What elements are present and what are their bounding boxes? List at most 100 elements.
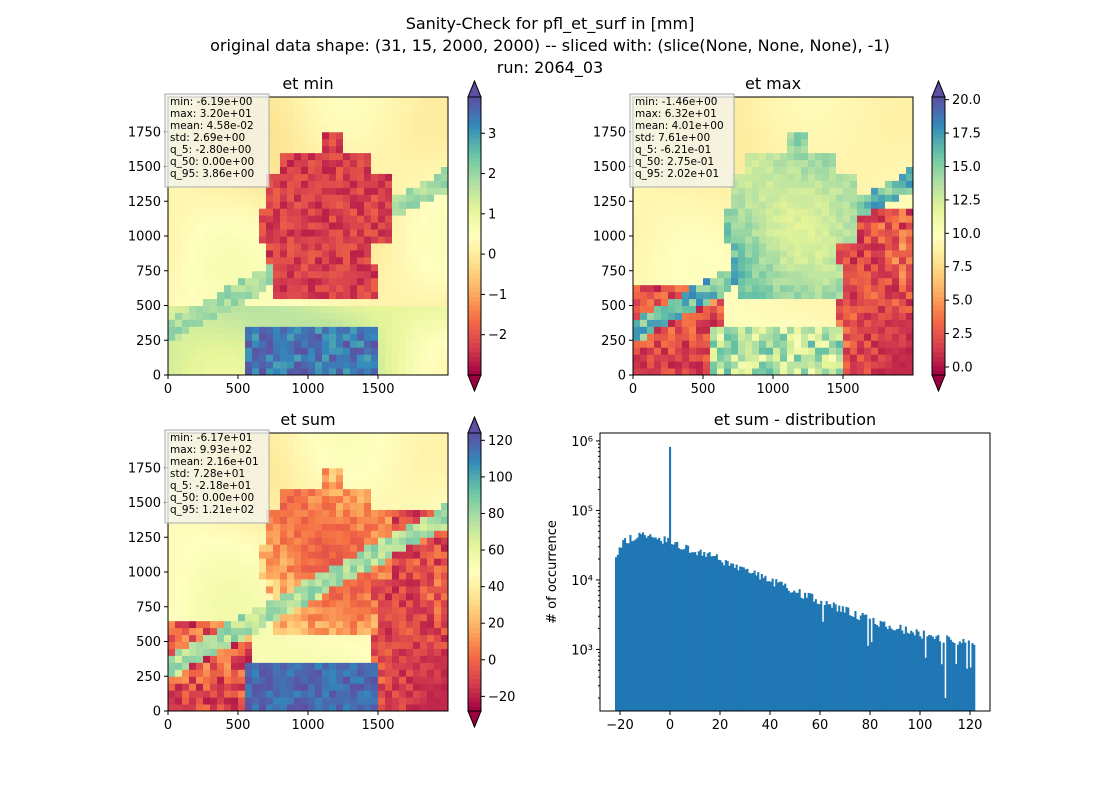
heatmap-cell: [168, 676, 176, 684]
heatmap-cell: [189, 606, 197, 615]
heatmap-cell: [287, 599, 295, 608]
heatmap-cell: [773, 180, 781, 188]
heatmap-cell: [406, 516, 414, 524]
heatmap-cell: [787, 361, 795, 369]
heatmap-cell: [217, 641, 225, 649]
heatmap-cell: [661, 215, 669, 223]
heatmap-cell: [322, 558, 330, 566]
heatmap-cell: [420, 305, 428, 313]
heatmap-cell: [210, 704, 218, 712]
heatmap-cell: [815, 284, 823, 293]
heatmap-cell: [322, 704, 330, 712]
heatmap-cell: [217, 347, 225, 355]
heatmap-cell: [427, 683, 435, 691]
heatmap-cell: [315, 669, 323, 677]
colorbar-segment: [932, 110, 945, 117]
heatmap-cell: [441, 97, 449, 105]
heatmap-cell: [392, 145, 400, 154]
heatmap-cell: [647, 249, 655, 258]
heatmap-cell: [675, 333, 683, 341]
heatmap-cell: [899, 145, 907, 154]
heatmap-cell: [301, 208, 309, 216]
heatmap-cell: [364, 138, 372, 147]
heatmap-cell: [175, 704, 183, 712]
heatmap-cell: [189, 208, 197, 216]
heatmap-cell: [252, 194, 260, 202]
heatmap-cell: [364, 124, 372, 133]
colorbar-segment: [932, 310, 945, 316]
heatmap-cell: [252, 599, 260, 608]
heatmap-cell: [441, 229, 449, 237]
heatmap-cell: [273, 354, 281, 362]
heatmap-cell: [266, 270, 274, 279]
heatmap-cell: [787, 152, 795, 161]
heatmap-cell: [899, 256, 907, 265]
heatmap-cell: [357, 326, 365, 334]
heatmap-cell: [217, 544, 225, 552]
heatmap-cell: [899, 159, 907, 167]
heatmap-cell: [224, 187, 232, 195]
heatmap-cell: [329, 97, 337, 105]
heatmap-cell: [441, 544, 449, 552]
heatmap-cell: [759, 270, 767, 279]
heatmap-cell: [399, 704, 407, 712]
heatmap-cell: [266, 516, 274, 524]
heatmap-cell: [189, 201, 197, 209]
heatmap-cell: [724, 298, 732, 306]
heatmap-cell: [385, 495, 393, 503]
heatmap-cell: [906, 215, 914, 223]
heatmap-cell: [231, 565, 239, 573]
heatmap-cell: [385, 312, 393, 320]
heatmap-cell: [364, 481, 372, 490]
heatmap-cell: [336, 516, 344, 524]
heatmap-cell: [717, 194, 725, 202]
heatmap-cell: [266, 319, 274, 327]
colorbar-segment: [932, 305, 945, 311]
heatmap-cell: [203, 523, 211, 531]
heatmap-cell: [413, 166, 421, 174]
heatmap-cell: [322, 676, 330, 684]
heatmap-cell: [794, 236, 802, 244]
heatmap-cell: [385, 131, 393, 140]
heatmap-cell: [731, 173, 739, 181]
heatmap-cell: [252, 284, 260, 293]
heatmap-cell: [738, 347, 746, 355]
heatmap-cell: [217, 676, 225, 684]
heatmap-cell: [385, 558, 393, 566]
heatmap-cell: [864, 347, 872, 355]
heatmap-cell: [357, 495, 365, 503]
heatmap-cell: [647, 236, 655, 244]
heatmap-cell: [266, 97, 274, 105]
heatmap-cell: [441, 578, 449, 587]
heatmap-cell: [717, 249, 725, 258]
heatmap-cell: [752, 117, 760, 126]
heatmap-cell: [273, 620, 281, 629]
heatmap-cell: [392, 298, 400, 306]
heatmap-cell: [273, 173, 281, 181]
heatmap-cell: [724, 270, 732, 279]
heatmap-cell: [378, 683, 386, 691]
heatmap-cell: [752, 159, 760, 167]
heatmap-cell: [717, 340, 725, 348]
heatmap-cell: [434, 453, 442, 462]
heatmap-cell: [878, 145, 886, 154]
heatmap-cell: [224, 634, 232, 642]
heatmap-cell: [294, 354, 302, 362]
heatmap-cell: [336, 249, 344, 258]
heatmap-cell: [780, 152, 788, 161]
heatmap-cell: [308, 242, 316, 251]
heatmap-cell: [815, 187, 823, 195]
heatmap-cell: [280, 467, 288, 476]
heatmap-cell: [780, 194, 788, 202]
heatmap-cell: [399, 606, 407, 615]
heatmap-cell: [364, 669, 372, 677]
heatmap-cell: [336, 704, 344, 712]
heatmap-cell: [273, 291, 281, 300]
heatmap-cell: [252, 354, 260, 362]
heatmap-cell: [350, 585, 358, 594]
heatmap-cell: [252, 222, 260, 230]
heatmap-cell: [766, 263, 774, 272]
heatmap-cell: [885, 145, 893, 154]
heatmap-cell: [808, 117, 816, 126]
heatmap-cell: [752, 201, 760, 209]
